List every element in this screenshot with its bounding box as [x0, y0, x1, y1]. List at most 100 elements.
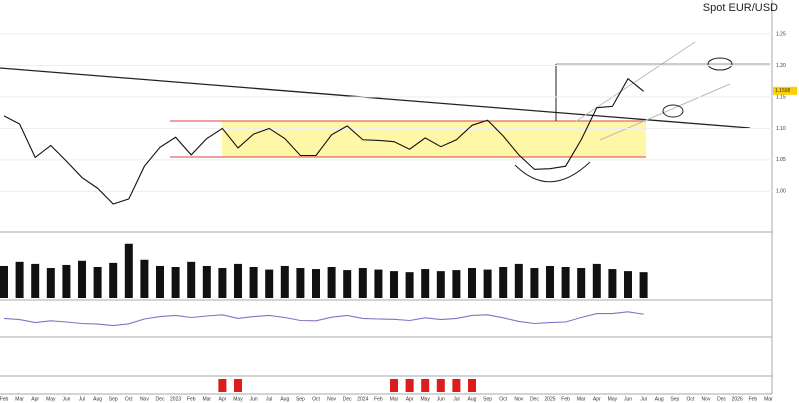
bar: [374, 269, 383, 298]
line-series: [3, 311, 644, 327]
x-tick-label: Apr: [31, 396, 39, 402]
bar: [343, 270, 352, 298]
x-tick-label: Nov: [327, 396, 336, 402]
bar: [140, 259, 149, 298]
bar: [561, 267, 570, 298]
x-tick-label: Nov: [514, 396, 523, 402]
trend-line: [0, 67, 751, 129]
x-tick-label: Aug: [468, 396, 477, 402]
bar: [171, 267, 180, 298]
bar: [234, 379, 242, 392]
bar: [421, 379, 430, 392]
bar: [452, 379, 461, 392]
bar: [390, 271, 398, 298]
arc: [514, 161, 591, 183]
bar: [499, 267, 508, 298]
x-tick-label: 2023: [170, 396, 181, 402]
bar: [109, 262, 118, 298]
x-tick-label: Feb: [0, 396, 9, 402]
bar: [234, 263, 242, 298]
bar: [265, 269, 274, 298]
x-tick-label: Jun: [624, 396, 632, 402]
bar: [358, 268, 367, 298]
bar: [46, 268, 55, 298]
x-tick-label: Mar: [202, 396, 211, 402]
bar: [421, 269, 430, 298]
x-tick-label: Jul: [453, 396, 459, 402]
bar: [202, 265, 211, 298]
bar: [156, 265, 164, 298]
bar: [592, 263, 601, 298]
x-tick-label: Dec: [156, 396, 165, 402]
line-series: [3, 77, 644, 205]
x-tick-label: May: [46, 396, 56, 402]
y-tick-label: 1.10: [776, 126, 786, 132]
target-ellipse: [662, 104, 684, 118]
x-tick-label: Jun: [250, 396, 258, 402]
bar: [327, 267, 336, 298]
y-tick-label: 1.20: [776, 63, 786, 69]
x-tick-label: Nov: [702, 396, 711, 402]
x-tick-label: Mar: [577, 396, 586, 402]
target-ellipse: [707, 57, 733, 71]
bar: [405, 272, 414, 298]
y-tick-label: 1.05: [776, 157, 786, 163]
y-tick-label: 1.00: [776, 189, 786, 195]
x-tick-label: May: [608, 396, 618, 402]
x-tick-label: Jul: [266, 396, 272, 402]
last-price-label: 1.1598: [775, 88, 791, 94]
x-tick-label: Nov: [140, 396, 149, 402]
bar: [93, 267, 102, 298]
x-tick-label: Aug: [655, 396, 664, 402]
last-price-tag: [773, 86, 797, 95]
x-tick-label: Jun: [62, 396, 70, 402]
x-tick-label: Dec: [530, 396, 539, 402]
x-tick-label: Sep: [483, 396, 492, 402]
bar: [468, 268, 476, 298]
x-tick-label: Oct: [687, 396, 695, 402]
bar: [296, 268, 305, 298]
bar: [639, 272, 648, 298]
bar: [218, 379, 227, 392]
bar: [468, 379, 476, 392]
x-tick-label: Oct: [499, 396, 507, 402]
x-tick-label: Mar: [764, 396, 773, 402]
bar: [124, 243, 133, 298]
x-tick-label: Dec: [343, 396, 352, 402]
bar: [31, 263, 40, 298]
y-tick-label: 1.25: [776, 31, 786, 37]
x-tick-label: 2024: [357, 396, 368, 402]
bar: [0, 265, 8, 298]
x-tick-label: Feb: [187, 396, 196, 402]
x-tick-label: Aug: [93, 396, 102, 402]
bar: [62, 264, 71, 298]
x-tick-label: May: [420, 396, 430, 402]
bar: [249, 267, 258, 298]
bar: [312, 269, 320, 298]
x-tick-label: Sep: [670, 396, 679, 402]
x-tick-label: 2025: [544, 396, 555, 402]
x-tick-label: Apr: [406, 396, 414, 402]
bar: [280, 265, 289, 298]
x-tick-label: Oct: [125, 396, 133, 402]
x-tick-label: Apr: [219, 396, 227, 402]
x-tick-label: Apr: [593, 396, 601, 402]
channel-line: [599, 83, 731, 141]
x-tick-label: Oct: [312, 396, 320, 402]
x-tick-label: Feb: [561, 396, 570, 402]
bar: [78, 260, 86, 298]
bar: [624, 271, 632, 298]
bar: [436, 271, 445, 298]
bar: [514, 263, 523, 298]
x-tick-label: Jul: [79, 396, 85, 402]
x-tick-label: May: [233, 396, 243, 402]
x-tick-label: Dec: [717, 396, 726, 402]
chart-title: Spot EUR/USD: [703, 2, 778, 14]
bar: [530, 268, 539, 298]
range-box: [222, 121, 646, 157]
bar: [436, 379, 445, 392]
x-tick-label: Jul: [640, 396, 646, 402]
bar: [187, 261, 196, 298]
